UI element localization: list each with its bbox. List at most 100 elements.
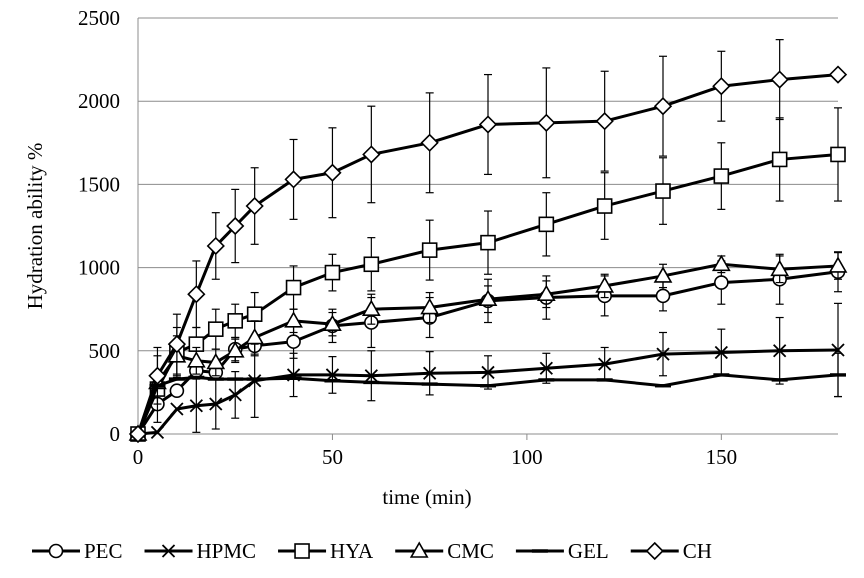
data-point — [655, 183, 671, 199]
data-point — [420, 297, 440, 315]
data-point — [324, 264, 341, 281]
data-point — [771, 151, 788, 168]
data-point — [246, 306, 263, 322]
y-tick-label-3: 1500 — [78, 172, 120, 196]
data-point — [284, 170, 303, 189]
data-point — [285, 279, 302, 296]
data-point — [187, 285, 206, 304]
data-point — [480, 234, 496, 251]
data-point — [536, 284, 556, 302]
data-point — [362, 145, 381, 164]
data-point — [170, 402, 184, 416]
data-point — [207, 321, 224, 337]
legend-label: GEL — [568, 539, 609, 563]
data-point — [770, 70, 789, 89]
y-tick-label-2: 1000 — [78, 256, 120, 280]
data-point — [420, 133, 439, 152]
data-point — [596, 198, 613, 214]
x-tick-label-2: 100 — [511, 445, 543, 469]
legend-item-ch: CH — [630, 539, 712, 563]
data-point — [770, 259, 790, 277]
legend-marker — [294, 543, 310, 559]
legend-item-hya: HYA — [278, 539, 374, 563]
data-point — [598, 357, 612, 371]
data-point — [655, 288, 671, 304]
data-point — [653, 266, 673, 283]
data-point — [150, 425, 165, 439]
y-tick-label-0: 0 — [110, 422, 121, 446]
data-point — [828, 65, 848, 84]
data-point — [209, 397, 223, 411]
legend-marker — [409, 541, 429, 558]
x-tick-label-0: 0 — [133, 445, 144, 469]
y-tick-label-5: 2500 — [78, 6, 120, 30]
data-point — [478, 289, 498, 307]
data-point — [713, 168, 730, 184]
data-point — [167, 335, 187, 354]
y-axis-title: Hydration ability % — [23, 143, 47, 310]
series-line — [136, 73, 839, 435]
data-point — [323, 163, 342, 182]
y-tick-label-1: 500 — [89, 339, 121, 363]
data-point — [831, 343, 845, 357]
data-point — [478, 115, 498, 134]
y-tick-label-4: 2000 — [78, 89, 120, 113]
data-point — [828, 256, 848, 273]
x-tick-label-1: 50 — [322, 445, 343, 469]
data-point — [711, 254, 731, 272]
data-point — [206, 236, 225, 256]
data-point — [539, 361, 553, 375]
series-pec — [130, 251, 846, 442]
data-point — [714, 275, 729, 290]
data-point — [363, 256, 380, 273]
data-point — [364, 369, 378, 383]
data-point — [714, 345, 728, 360]
data-point — [325, 368, 340, 382]
data-point — [245, 327, 265, 345]
legend-label: CMC — [447, 539, 494, 563]
data-point — [481, 365, 495, 380]
legend-label: HYA — [330, 539, 374, 563]
x-tick-label-3: 150 — [706, 445, 738, 469]
data-point — [773, 344, 787, 358]
data-point — [227, 313, 244, 329]
data-point — [286, 334, 301, 349]
data-point — [284, 311, 303, 328]
legend-label: PEC — [84, 539, 123, 563]
legend-marker — [48, 543, 64, 559]
data-point — [538, 216, 555, 233]
x-axis-title: time (min) — [382, 485, 471, 509]
legend-item-cmc: CMC — [395, 539, 494, 563]
data-point — [225, 341, 245, 358]
data-point — [423, 366, 437, 380]
data-point — [169, 383, 185, 399]
data-point — [206, 352, 226, 370]
legend-item-gel: GEL — [515, 539, 609, 563]
legend: PEC HPMC HYA CMC GEL CH — [32, 539, 712, 563]
data-point — [656, 347, 670, 361]
data-point — [537, 113, 556, 132]
data-point — [830, 146, 846, 163]
legend-marker — [645, 541, 664, 561]
legend-label: CH — [683, 539, 712, 563]
data-point — [245, 196, 264, 216]
legend-marker — [161, 544, 176, 558]
data-point — [653, 97, 673, 116]
data-point — [361, 299, 381, 317]
data-point — [226, 216, 245, 236]
series-gel — [130, 352, 846, 436]
data-point — [323, 314, 342, 331]
series-ch — [128, 39, 848, 444]
tick-labels: 0 500 1000 1500 2000 2500 0 50 100 150 — [78, 6, 737, 469]
data-point — [189, 399, 203, 413]
data-point — [421, 242, 438, 258]
legend-item-hpmc: HPMC — [144, 539, 257, 563]
data-point — [595, 112, 614, 131]
data-point — [712, 77, 731, 96]
data-point — [228, 388, 242, 402]
data-point — [186, 351, 206, 368]
series-line — [137, 348, 839, 436]
data-point — [595, 276, 615, 293]
legend-label: HPMC — [197, 539, 257, 563]
